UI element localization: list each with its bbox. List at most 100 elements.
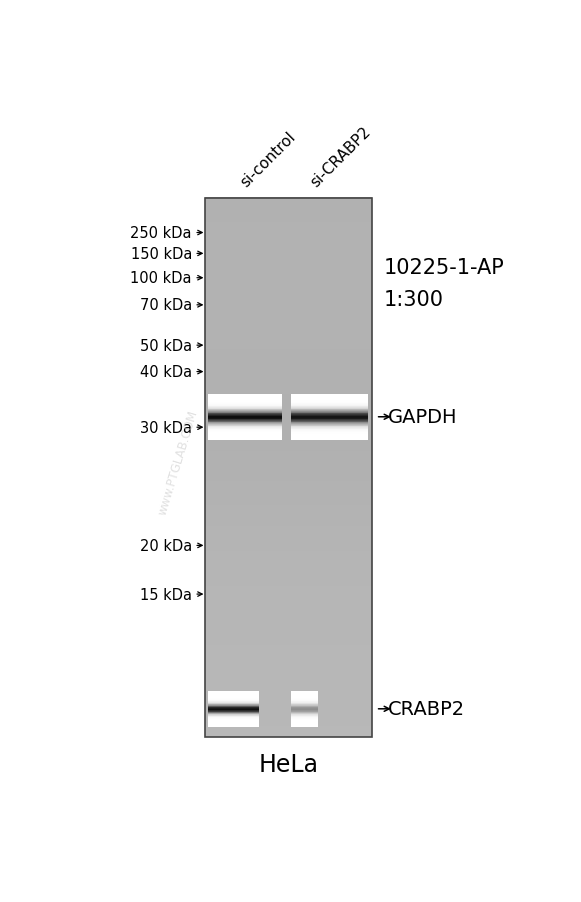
Bar — [291, 411, 368, 412]
Bar — [206, 351, 372, 354]
Bar — [291, 415, 368, 416]
Bar — [291, 437, 368, 438]
Bar — [291, 696, 318, 697]
Bar — [291, 695, 318, 696]
Bar — [208, 421, 282, 423]
Bar — [208, 408, 282, 410]
Bar — [206, 518, 372, 521]
Bar — [208, 716, 260, 717]
Bar — [208, 407, 282, 409]
Bar — [291, 410, 368, 411]
Bar — [206, 723, 372, 726]
Bar — [291, 418, 368, 419]
Bar — [206, 539, 372, 543]
Bar — [208, 712, 260, 713]
Text: 100 kDa: 100 kDa — [131, 271, 192, 286]
Bar — [291, 420, 368, 421]
Bar — [291, 691, 318, 692]
Bar — [291, 417, 368, 419]
Bar — [291, 720, 318, 722]
Bar — [208, 433, 282, 435]
Bar — [291, 422, 368, 424]
Bar — [208, 714, 260, 716]
Bar — [206, 664, 372, 667]
Bar — [291, 429, 368, 430]
Bar — [206, 512, 372, 516]
Bar — [291, 396, 368, 397]
Bar — [208, 713, 260, 714]
Bar — [208, 698, 260, 700]
Bar — [291, 406, 368, 408]
Bar — [208, 716, 260, 718]
Bar — [206, 706, 372, 710]
Bar — [206, 292, 372, 296]
Bar — [206, 709, 372, 713]
Bar — [206, 537, 372, 540]
Bar — [208, 707, 260, 708]
Bar — [206, 596, 372, 600]
Bar — [291, 707, 318, 709]
Bar — [208, 719, 260, 720]
Bar — [291, 714, 318, 715]
Bar — [291, 405, 368, 406]
Bar — [291, 409, 368, 410]
Bar — [208, 703, 260, 704]
Bar — [206, 656, 372, 658]
Bar — [291, 701, 318, 703]
Bar — [206, 701, 372, 704]
Bar — [206, 252, 372, 255]
Bar — [206, 612, 372, 616]
Bar — [208, 704, 260, 705]
Bar — [208, 724, 260, 726]
Bar — [208, 436, 282, 437]
Bar — [206, 653, 372, 656]
Bar — [206, 437, 372, 441]
Bar — [291, 694, 318, 695]
Bar — [206, 276, 372, 280]
Bar — [206, 504, 372, 508]
Bar — [206, 354, 372, 357]
Bar — [208, 426, 282, 428]
Bar — [206, 200, 372, 204]
Bar — [206, 661, 372, 664]
Bar — [291, 433, 368, 435]
Bar — [208, 422, 282, 424]
Bar — [206, 580, 372, 584]
Bar — [206, 290, 372, 293]
Bar — [206, 211, 372, 215]
Bar — [208, 721, 260, 722]
Bar — [206, 443, 372, 446]
Text: 70 kDa: 70 kDa — [139, 298, 192, 313]
Bar — [206, 658, 372, 661]
Bar — [206, 602, 372, 605]
Bar — [206, 712, 372, 715]
Bar — [291, 421, 368, 422]
Bar — [291, 702, 318, 703]
Bar — [206, 246, 372, 250]
Bar — [208, 400, 282, 401]
Bar — [206, 618, 372, 621]
Bar — [291, 717, 318, 718]
Bar — [291, 698, 318, 700]
Bar — [206, 510, 372, 513]
Bar — [208, 399, 282, 400]
Bar — [208, 696, 260, 697]
Bar — [291, 402, 368, 404]
Bar — [291, 718, 318, 719]
Bar — [206, 238, 372, 242]
Bar — [291, 435, 368, 436]
Bar — [206, 621, 372, 624]
Bar — [206, 690, 372, 694]
Bar — [206, 671, 372, 675]
Bar — [291, 428, 368, 430]
Bar — [291, 394, 368, 396]
Bar — [291, 408, 368, 410]
Bar — [206, 550, 372, 554]
Bar — [206, 356, 372, 360]
Bar — [206, 333, 372, 336]
Bar — [206, 566, 372, 570]
Bar — [208, 723, 260, 725]
Bar — [206, 364, 372, 368]
Bar — [208, 395, 282, 396]
Bar — [291, 700, 318, 701]
